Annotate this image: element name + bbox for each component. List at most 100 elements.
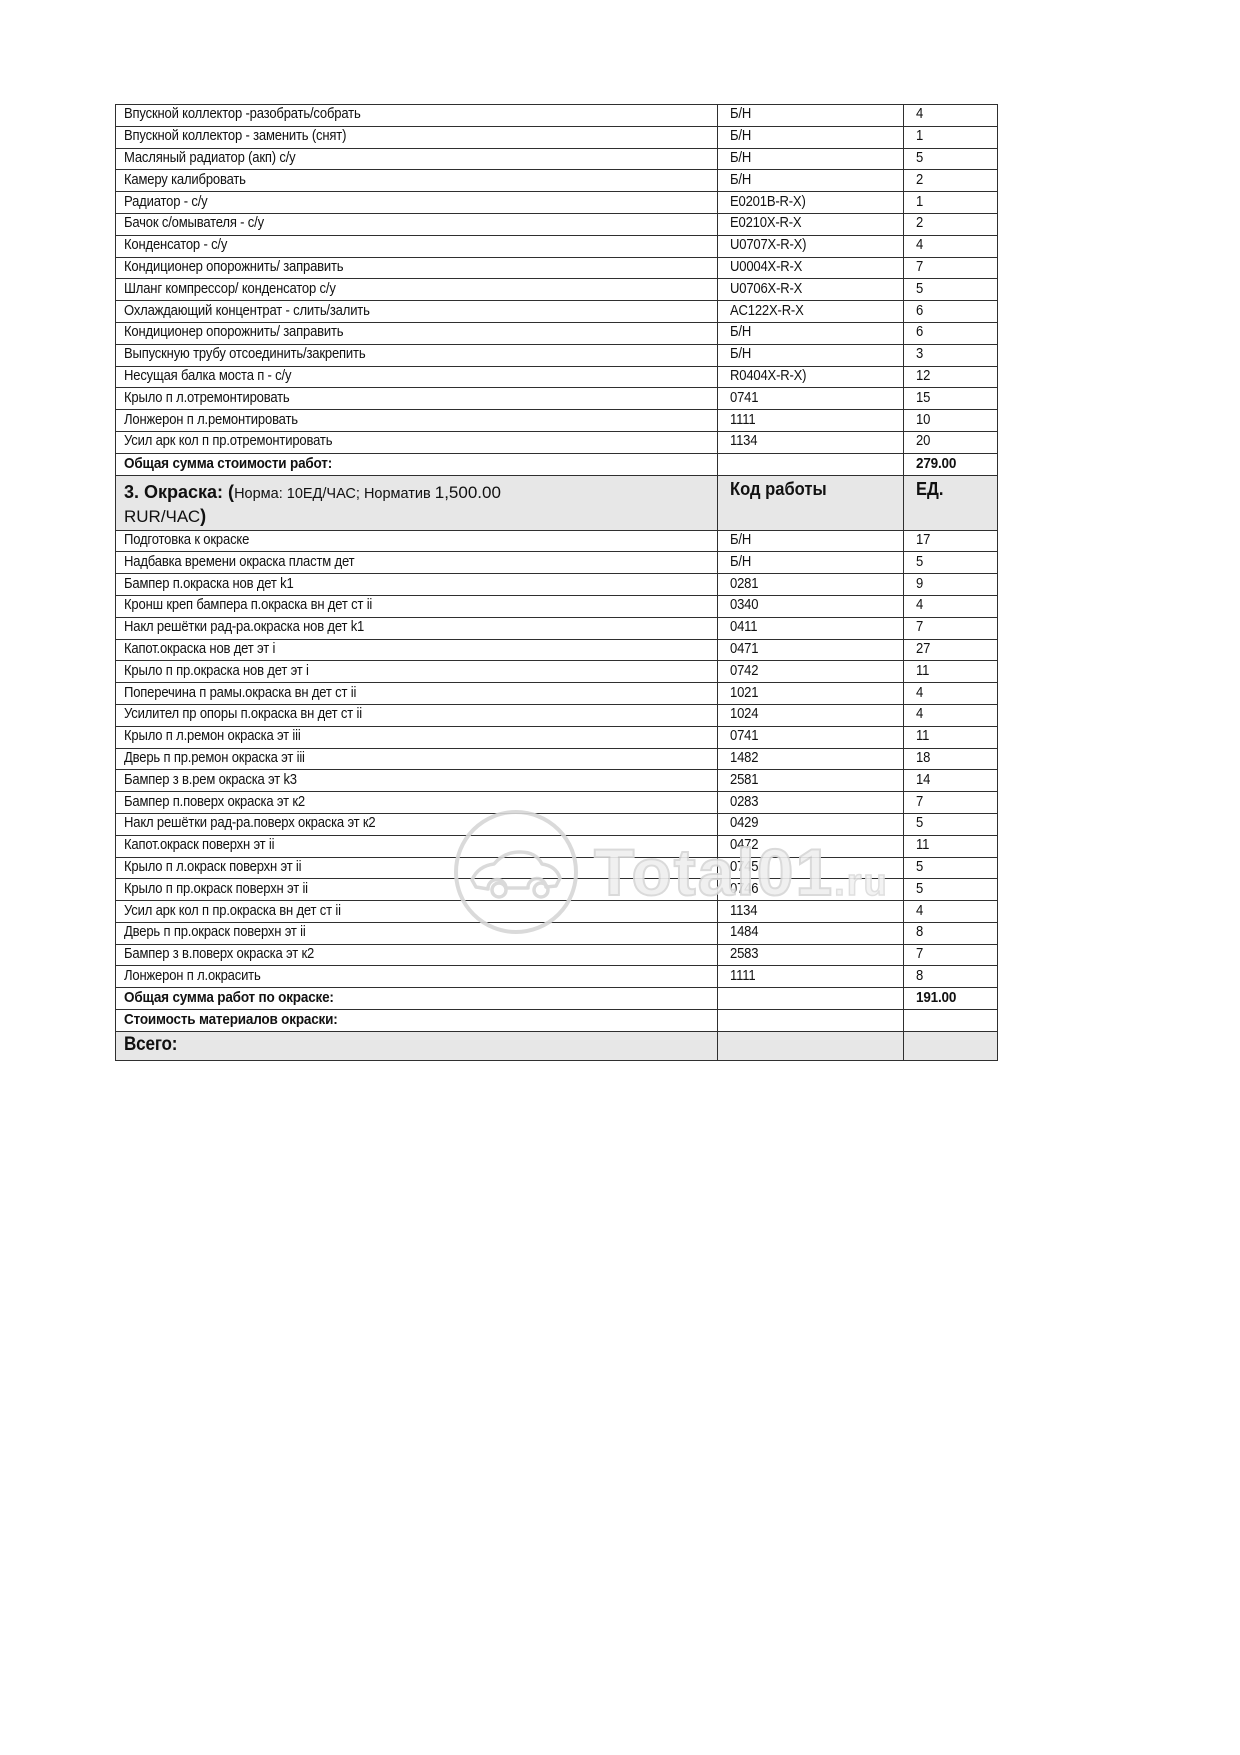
units-cell: 15 xyxy=(903,387,998,411)
work-description-cell: Радиатор - с/у xyxy=(115,191,718,214)
grand-total-label: Всего: xyxy=(124,1034,178,1056)
work-code-cell: 1482 xyxy=(717,747,904,771)
table-row: Кондиционер опорожнить/ заправить U0004X-… xyxy=(115,256,998,280)
work-description-cell: Крыло п л.окраск поверхн эт ii xyxy=(115,856,718,880)
repair-estimate-table: Впускной коллектор -разобрать/собрать Б/Н… xyxy=(115,104,998,1061)
table-row: Крыло п пр.окраска нов дет эт i 0742 11 xyxy=(115,660,998,684)
table-row: Усил арк кол п пр.отремонтировать 1134 20 xyxy=(115,430,998,454)
work-code-cell: AC122X-R-X xyxy=(717,300,904,323)
work-code-cell: 1111 xyxy=(717,965,904,989)
table-row: Охлаждающий концентрат - слить/залить AC1… xyxy=(115,300,998,323)
units-cell: 1 xyxy=(903,125,998,149)
column-header-work-code-cell: Код работы xyxy=(717,474,904,531)
work-code-cell: 0741 xyxy=(717,725,904,749)
work-code-cell: 0411 xyxy=(717,616,904,640)
work-code-cell: E0210X-R-X xyxy=(717,212,904,236)
units-cell: 5 xyxy=(903,278,998,302)
table-row: Впускной коллектор - заменить (снят) Б/Н 1 xyxy=(115,125,998,149)
work-description-cell: Бампер п.окраска нов дет k1 xyxy=(115,573,718,596)
work-description-cell: Крыло п пр.окраска нов дет эт i xyxy=(115,660,718,684)
work-description-cell: Усил арк кол п пр.окраска вн дет ст ii xyxy=(115,900,718,923)
painting-materials-value-cell xyxy=(903,1009,998,1032)
work-description-cell: Дверь п пр.окраск поверхн эт ii xyxy=(115,921,718,945)
work-code-cell: 0340 xyxy=(717,594,904,618)
work-description-cell: Подготовка к окраске xyxy=(115,529,718,553)
table-row: Накл решётки рад-ра.окраска нов дет k1 04… xyxy=(115,616,998,640)
grand-total-value-cell xyxy=(903,1030,998,1061)
work-code-cell: 2583 xyxy=(717,943,904,967)
work-code-cell: 1021 xyxy=(717,682,904,705)
work-description-cell: Впускной коллектор -разобрать/собрать xyxy=(115,104,718,127)
table-row: Камеру калибровать Б/Н 2 xyxy=(115,169,998,193)
table-row: Крыло п л.ремон окраска эт iii 0741 11 xyxy=(115,725,998,749)
painting-section-currency: RUR/ЧАС xyxy=(124,507,201,527)
column-header-work-code: Код работы xyxy=(730,478,827,499)
work-code-cell: E0201B-R-X) xyxy=(717,191,904,214)
work-code-cell: Б/Н xyxy=(717,125,904,149)
work-description-cell: Капот.окраска нов дет эт i xyxy=(115,638,718,662)
table-row: Крыло п л.отремонтировать 0741 15 xyxy=(115,387,998,411)
painting-total-value-cell: 191.00 xyxy=(903,987,998,1011)
work-description-cell: Капот.окраск поверхн эт ii xyxy=(115,834,718,858)
work-code-cell: 0741 xyxy=(717,387,904,411)
units-cell: 8 xyxy=(903,921,998,945)
works-total-label: Общая сумма стоимости работ: xyxy=(124,454,333,472)
work-description-cell: Крыло п л.отремонтировать xyxy=(115,387,718,411)
work-code-cell: 1024 xyxy=(717,703,904,727)
work-code-cell: 0472 xyxy=(717,834,904,858)
work-code-cell: Б/Н xyxy=(717,321,904,345)
painting-section-title-close: ) xyxy=(200,506,207,527)
table-row: Бампер з в.рем окраска эт k3 2581 14 xyxy=(115,769,998,793)
units-cell: 11 xyxy=(903,660,998,684)
work-description-cell: Бачок с/омывателя - с/у xyxy=(115,212,718,236)
work-code-cell: 1111 xyxy=(717,409,904,432)
painting-total-label: Общая сумма работ по окраске: xyxy=(124,989,334,1007)
work-code-cell: Б/Н xyxy=(717,169,904,193)
painting-materials-label-cell: Стоимость материалов окраски: xyxy=(115,1009,718,1032)
units-cell: 12 xyxy=(903,365,998,389)
works-total-row: Общая сумма стоимости работ: 279.00 xyxy=(115,452,998,476)
work-code-cell: Б/Н xyxy=(717,551,904,575)
painting-section-header-row: 3. Окраска: (Норма: 10ЕД/ЧАС; Норматив 1… xyxy=(115,474,998,531)
work-code-cell: 0429 xyxy=(717,812,904,836)
units-cell: 11 xyxy=(903,834,998,858)
work-code-cell: Б/Н xyxy=(717,343,904,367)
table-row: Шланг компрессор/ конденсатор с/у U0706X-… xyxy=(115,278,998,302)
units-cell: 2 xyxy=(903,212,998,236)
work-description-cell: Выпускную трубу отсоединить/закрепить xyxy=(115,343,718,367)
work-code-cell: Б/Н xyxy=(717,104,904,127)
table-row: Дверь п пр.ремон окраска эт iii 1482 18 xyxy=(115,747,998,771)
table-row: Дверь п пр.окраск поверхн эт ii 1484 8 xyxy=(115,921,998,945)
work-description-cell: Бампер п.поверх окраска эт к2 xyxy=(115,791,718,814)
work-code-cell: U0004X-R-X xyxy=(717,256,904,280)
units-cell: 6 xyxy=(903,321,998,345)
units-cell: 10 xyxy=(903,409,998,432)
units-cell: 5 xyxy=(903,878,998,902)
work-code-cell: 0283 xyxy=(717,791,904,814)
units-cell: 4 xyxy=(903,234,998,258)
painting-section-title-bold: 3. Окраска: ( xyxy=(124,481,235,502)
units-cell: 6 xyxy=(903,300,998,323)
table-row: Бампер п.окраска нов дет k1 0281 9 xyxy=(115,573,998,596)
units-cell: 7 xyxy=(903,616,998,640)
work-description-cell: Лонжерон п л.ремонтировать xyxy=(115,409,718,432)
work-code-cell: 0281 xyxy=(717,573,904,596)
painting-works-section: Подготовка к окраске Б/Н 17 Надбавка времен… xyxy=(115,529,998,989)
table-row: Бампер з в.поверх окраска эт к2 2583 7 xyxy=(115,943,998,967)
work-code-cell: Б/Н xyxy=(717,147,904,171)
units-cell: 5 xyxy=(903,812,998,836)
work-code-cell: 0746 xyxy=(717,878,904,902)
work-description-cell: Усилител пр опоры п.окраска вн дет ст ii xyxy=(115,703,718,727)
table-row: Кондиционер опорожнить/ заправить Б/Н 6 xyxy=(115,321,998,345)
table-row: Лонжерон п л.окрасить 1111 8 xyxy=(115,965,998,989)
painting-materials-row: Стоимость материалов окраски: xyxy=(115,1009,998,1032)
work-description-cell: Бампер з в.рем окраска эт k3 xyxy=(115,769,718,793)
table-row: Впускной коллектор -разобрать/собрать Б/Н… xyxy=(115,104,998,127)
table-row: Капот.окраска нов дет эт i 0471 27 xyxy=(115,638,998,662)
grand-total-label-cell: Всего: xyxy=(115,1030,718,1061)
works-total-code-cell xyxy=(717,452,904,476)
work-description-cell: Надбавка времени окраска пластм дет xyxy=(115,551,718,575)
work-description-cell: Шланг компрессор/ конденсатор с/у xyxy=(115,278,718,302)
units-cell: 8 xyxy=(903,965,998,989)
